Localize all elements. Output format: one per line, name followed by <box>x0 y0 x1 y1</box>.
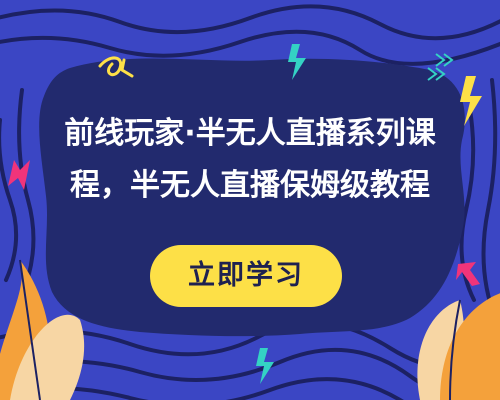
content-panel <box>39 58 465 337</box>
lightning-bolt-icon <box>256 348 274 384</box>
chevron-arrows-icon <box>427 53 454 81</box>
panel-tail <box>180 214 208 240</box>
lightning-bolt-icon <box>8 160 30 190</box>
lightning-bolt-icon <box>288 44 306 80</box>
leaf-decoration-right <box>417 293 500 400</box>
pink-arrow-icon <box>456 262 480 286</box>
course-title-line-1: 前线玩家·半无人直播系列课 <box>64 116 436 151</box>
leaf-decoration <box>0 259 85 400</box>
course-title-line-2: 程，半无人直播保姆级教程 <box>70 168 430 203</box>
course-title: 前线玩家·半无人直播系列课 程，半无人直播保姆级教程 <box>58 108 442 212</box>
wave-lines <box>0 4 500 400</box>
swirl-arrow-icon <box>98 56 134 78</box>
learn-now-button[interactable]: 立即学习 <box>150 245 342 307</box>
lightning-bolt-icon <box>460 76 482 126</box>
